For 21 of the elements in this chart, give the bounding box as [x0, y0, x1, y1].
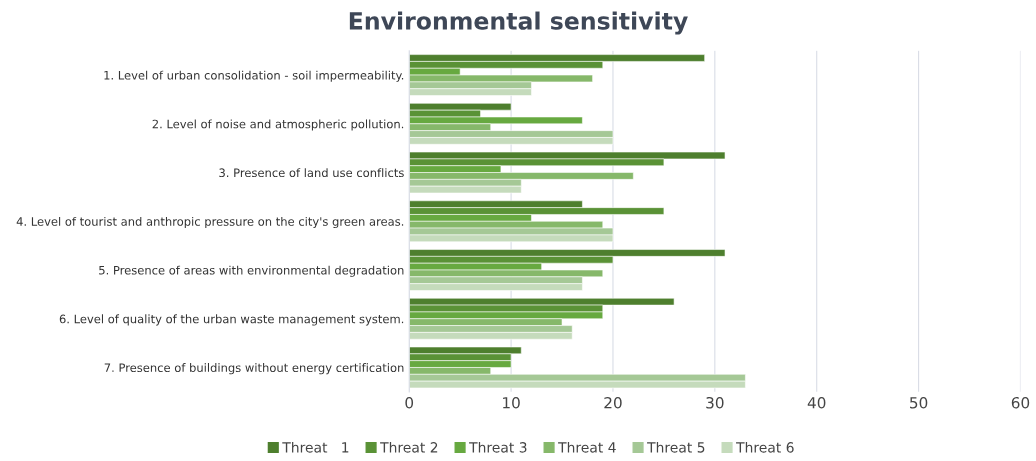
y-tick-label: 7. Presence of buildings without energy certification — [104, 363, 404, 375]
chart-title: Environmental sensitivity — [349, 11, 688, 35]
legend-label: Threat 4 — [558, 441, 616, 453]
y-tick-label: 2. Level of noise and atmospheric pollution. — [152, 119, 404, 131]
x-tick-label: 30 — [706, 396, 724, 409]
x-tick-label: 20 — [604, 396, 622, 409]
y-tick-label: 1. Level of urban consolidation - soil impermeability. — [104, 70, 404, 82]
legend-label: Threat 1 — [282, 441, 349, 453]
legend-label: Threat 5 — [647, 441, 705, 453]
x-tick-label: 10 — [503, 396, 520, 409]
y-tick-label: 3. Presence of land use conflicts — [219, 168, 404, 178]
legend-label: Threat 3 — [469, 441, 527, 453]
x-tick-label: 60 — [1011, 396, 1030, 409]
y-tick-label: 5. Presence of areas with environmental degradation — [99, 265, 404, 277]
y-tick-label: 4. Level of tourist and anthropic pressure on the city's green areas. — [16, 216, 404, 229]
legend-label: Threat 2 — [380, 441, 438, 453]
legend-label: Threat 6 — [736, 441, 794, 453]
y-tick-label: 6. Level of quality of the urban waste management system. — [59, 314, 404, 326]
x-tick-label: 40 — [807, 396, 826, 409]
x-tick-label: 50 — [910, 396, 928, 409]
x-tick-label: 0 — [405, 396, 414, 409]
